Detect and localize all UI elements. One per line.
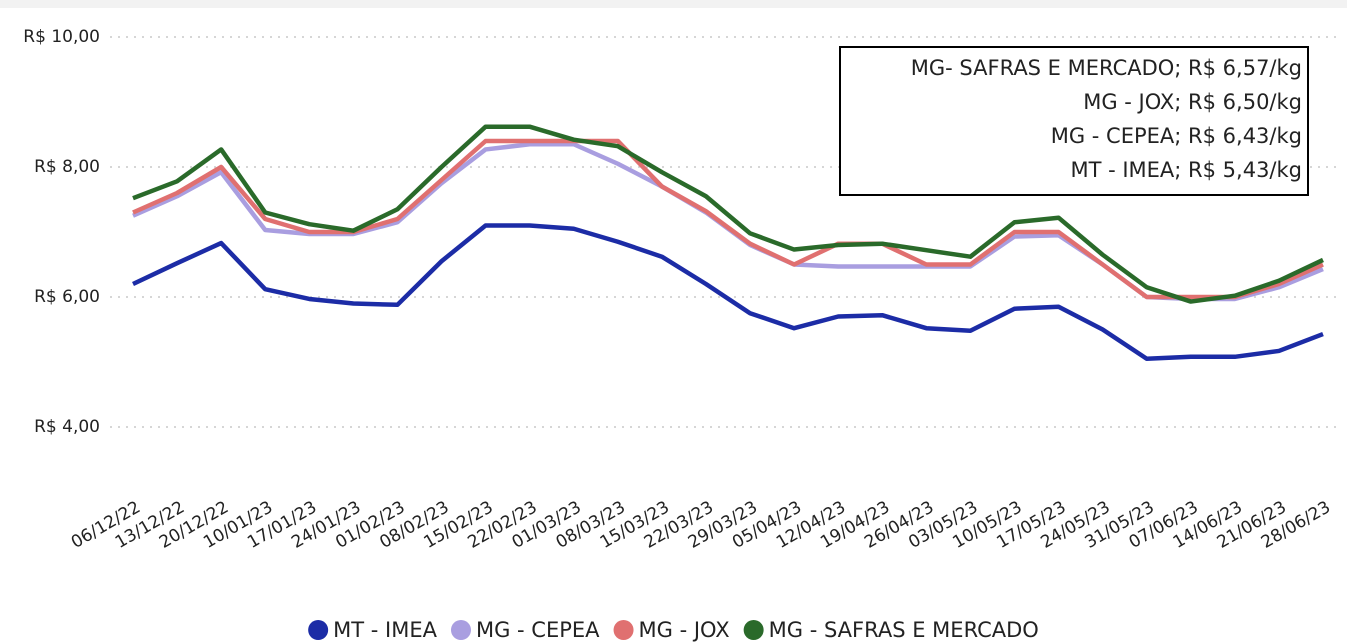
y-tick-label: R$ 6,00: [34, 287, 100, 307]
legend-item: MG - JOX: [613, 618, 730, 642]
legend-label: MG - JOX: [639, 618, 730, 642]
y-tick-label: R$ 10,00: [23, 27, 100, 47]
legend-marker: [308, 620, 329, 640]
annotation-text: MG - JOX; R$ 6,50/kg: [1083, 90, 1302, 114]
legend-label: MT - IMEA: [333, 618, 437, 642]
series-line: [132, 138, 1324, 300]
legend-marker: [743, 620, 764, 640]
legend-marker: [450, 620, 471, 640]
y-tick-label: R$ 8,00: [34, 157, 100, 177]
annotation-box: [839, 46, 1309, 196]
legend-label: MG - SAFRAS E MERCADO: [769, 618, 1039, 642]
series-line: [132, 124, 1324, 304]
legend-marker: [613, 620, 634, 640]
legend-item: MT - IMEA: [308, 618, 438, 642]
annotation-text: MT - IMEA; R$ 5,43/kg: [1070, 158, 1302, 182]
legend-item: MG - CEPEA: [450, 618, 600, 642]
y-tick-label: R$ 4,00: [34, 417, 100, 437]
series-line: [132, 223, 1324, 361]
annotation-text: MG - CEPEA; R$ 6,43/kg: [1051, 124, 1302, 148]
annotation-text: MG- SAFRAS E MERCADO; R$ 6,57/kg: [911, 56, 1302, 80]
legend-item: MG - SAFRAS E MERCADO: [743, 618, 1039, 642]
legend-label: MG - CEPEA: [476, 618, 600, 642]
